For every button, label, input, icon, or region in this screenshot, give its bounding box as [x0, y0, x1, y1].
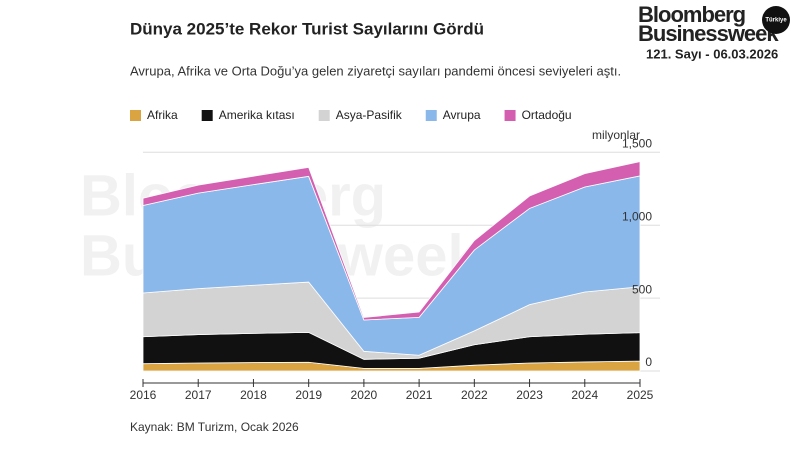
brand: Businessweek	[638, 21, 779, 46]
x-tick-label: 2016	[130, 388, 157, 402]
y-tick-label: 0	[645, 355, 652, 369]
legend-swatch	[318, 110, 330, 121]
y-tick-label: 1,000	[622, 209, 652, 223]
issue: 121. Sayı - 06.03.2026	[646, 46, 778, 61]
y-tick-label: 500	[632, 282, 652, 296]
legend-label: Asya-Pasifik	[336, 108, 403, 122]
source: Kaynak: BM Turizm, Ocak 2026	[130, 420, 299, 434]
x-tick-label: 2019	[295, 388, 322, 402]
legend-swatch	[425, 110, 437, 121]
area	[142, 161, 641, 321]
brand: Bloomberg	[638, 2, 745, 27]
legend-label: Amerika kıtası	[219, 108, 295, 122]
legend-swatch	[201, 110, 213, 121]
chart-subtitle: Avrupa, Afrika ve Orta Doğu’ya gelen ziy…	[130, 63, 621, 78]
y-tick-label: 1,500	[622, 136, 652, 150]
x-tick-label: 2023	[516, 388, 543, 402]
x-tick-label: 2017	[185, 388, 212, 402]
x-tick-label: 2025	[627, 388, 654, 402]
legend-label: Avrupa	[443, 108, 481, 122]
legend-swatch	[130, 110, 141, 121]
x-tick-label: 2024	[571, 388, 598, 402]
y-unit-label: milyonlar	[592, 128, 640, 142]
legend-label: Ortadoğu	[522, 108, 572, 122]
legend-swatch	[504, 110, 516, 121]
x-tick-label: 2018	[240, 388, 267, 402]
edition-badge	[762, 6, 790, 34]
legend-label: Afrika	[147, 108, 178, 122]
chart-title: Dünya 2025’te Rekor Turist Sayılarını Gö…	[130, 19, 484, 38]
edition: Türkiye	[765, 18, 787, 24]
x-tick-label: 2021	[406, 388, 433, 402]
x-tick-label: 2022	[461, 388, 488, 402]
x-tick-label: 2020	[351, 388, 378, 402]
